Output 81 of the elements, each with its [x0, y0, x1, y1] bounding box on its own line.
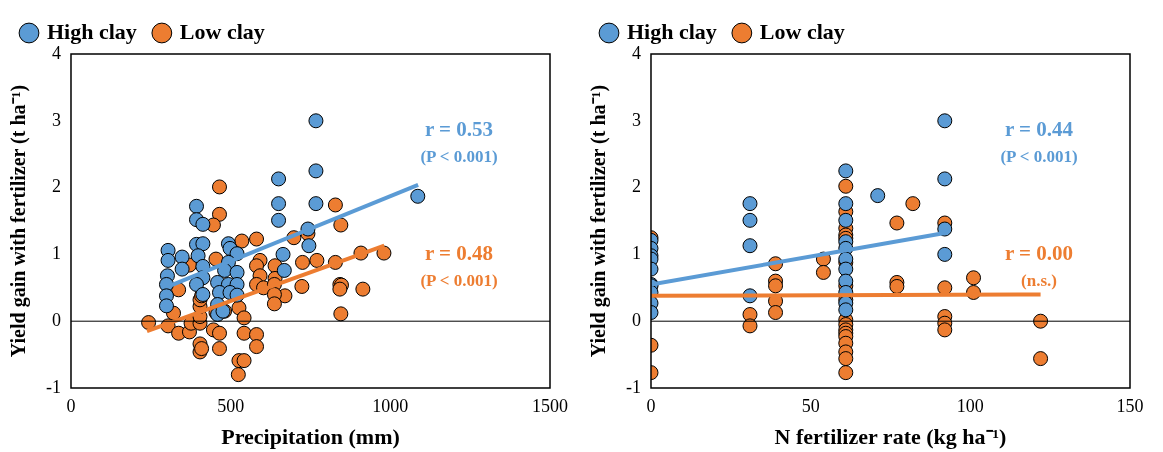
x-tick-label: 1500 — [532, 395, 568, 416]
point — [188, 276, 204, 292]
point — [889, 278, 905, 294]
point — [174, 249, 190, 265]
point — [271, 196, 287, 212]
point — [838, 261, 854, 277]
point — [229, 264, 245, 280]
point — [188, 198, 204, 214]
point — [742, 318, 758, 334]
point — [1033, 313, 1049, 329]
point — [410, 188, 426, 204]
y-axis-title: Yield gain with fertilizer (t ha⁻¹) — [7, 84, 31, 358]
point — [937, 246, 953, 262]
point — [742, 212, 758, 228]
point — [838, 163, 854, 179]
annotation: r = 0.53 — [424, 117, 494, 142]
point — [308, 113, 324, 129]
point — [308, 196, 324, 212]
point — [160, 252, 176, 268]
annotation: (P < 0.001) — [420, 146, 498, 166]
annotation: (P < 0.001) — [420, 270, 498, 290]
point — [905, 196, 921, 212]
x-axis-title: N fertilizer rate (kg ha⁻¹) — [774, 424, 1007, 450]
annotation: r = 0.00 — [1004, 240, 1074, 265]
x-tick-label: 0 — [66, 395, 76, 416]
annotation: (P < 0.001) — [1000, 146, 1078, 166]
point — [308, 163, 324, 179]
point — [275, 246, 291, 262]
x-tick-label: 100 — [956, 395, 984, 416]
x-tick-label: 0 — [646, 395, 656, 416]
y-tick-label: 0 — [631, 309, 641, 330]
point — [937, 171, 953, 187]
point — [158, 298, 174, 314]
y-tick-label: 2 — [631, 176, 641, 197]
point — [838, 212, 854, 228]
point — [838, 351, 854, 367]
point — [815, 264, 831, 280]
point — [271, 212, 287, 228]
annotation: (n.s.) — [1021, 270, 1057, 290]
x-tick-label: 1000 — [372, 395, 409, 416]
point — [889, 215, 905, 231]
legend-label: High clay — [627, 18, 717, 44]
y-tick-label: -1 — [625, 376, 641, 397]
point — [742, 238, 758, 254]
point — [768, 278, 784, 294]
legend-label: Low clay — [179, 18, 265, 44]
point — [838, 365, 854, 381]
annotation: r = 0.44 — [1004, 117, 1074, 142]
point — [768, 305, 784, 321]
y-tick-label: 1 — [631, 243, 641, 264]
y-tick-label: 4 — [51, 42, 61, 63]
point — [742, 196, 758, 212]
point — [271, 171, 287, 187]
point — [937, 113, 953, 129]
x-tick-label: 50 — [801, 395, 820, 416]
y-tick-label: 3 — [631, 109, 641, 130]
point — [1033, 351, 1049, 367]
x-tick-label: 500 — [217, 395, 245, 416]
y-tick-label: 3 — [51, 109, 61, 130]
point — [937, 322, 953, 338]
x-axis-title: Precipitation (mm) — [221, 424, 400, 450]
x-tick-label: 150 — [1116, 395, 1144, 416]
point — [838, 178, 854, 194]
y-tick-label: 1 — [51, 243, 61, 264]
point — [937, 221, 953, 237]
y-tick-label: 4 — [631, 42, 641, 63]
y-tick-label: -1 — [45, 376, 61, 397]
point — [966, 270, 982, 286]
annotation: r = 0.48 — [424, 240, 494, 265]
point — [195, 236, 211, 252]
y-tick-label: 2 — [51, 176, 61, 197]
y-axis-title: Yield gain with fertilizer (t ha⁻¹) — [587, 84, 611, 358]
point — [870, 188, 886, 204]
legend-label: Low clay — [759, 18, 845, 44]
legend-label: High clay — [47, 18, 137, 44]
point — [276, 262, 292, 278]
point — [195, 216, 211, 232]
point — [838, 196, 854, 212]
point — [301, 238, 317, 254]
point — [174, 261, 190, 277]
y-tick-label: 0 — [51, 309, 61, 330]
